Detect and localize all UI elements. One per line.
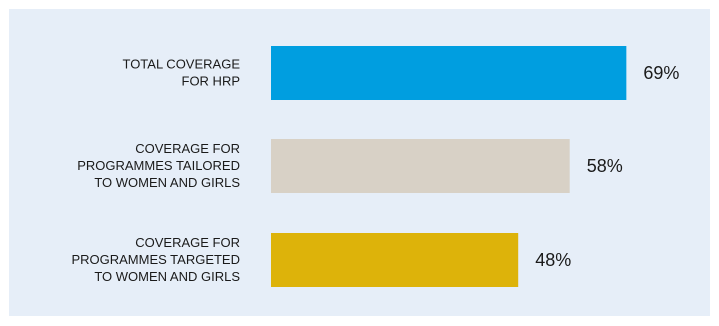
bar-1 — [271, 46, 627, 100]
bar-chart: 69% TOTAL COVERAGE FOR HRP 58% COVERAGE FOR P… — [71, 46, 679, 287]
category-label-2: COVERAGE FOR PROGRAMMES TAILORED TO WOMEN … — [77, 141, 240, 190]
category-label-line: FOR HRP — [182, 74, 241, 89]
category-label-3: COVERAGE FOR PROGRAMMES TARGETED TO WOMEN … — [71, 235, 240, 284]
category-label-1: TOTAL COVERAGE FOR HRP — [122, 57, 240, 89]
category-label-line: TOTAL COVERAGE — [122, 57, 240, 72]
bar-2 — [271, 139, 570, 193]
category-label-line: TO WOMEN AND GIRLS — [94, 269, 240, 284]
category-label-line: PROGRAMMES TARGETED — [71, 252, 240, 267]
category-label-line: COVERAGE FOR — [135, 235, 240, 250]
bar-3 — [271, 233, 519, 287]
chart-panel: 69% TOTAL COVERAGE FOR HRP 58% COVERAGE FOR P… — [9, 9, 710, 316]
value-label-2: 58% — [587, 156, 623, 176]
category-label-line: TO WOMEN AND GIRLS — [94, 175, 240, 190]
category-label-line: PROGRAMMES TAILORED — [77, 158, 240, 173]
value-label-1: 69% — [643, 63, 679, 83]
value-label-3: 48% — [535, 250, 571, 270]
category-label-line: COVERAGE FOR — [135, 141, 240, 156]
